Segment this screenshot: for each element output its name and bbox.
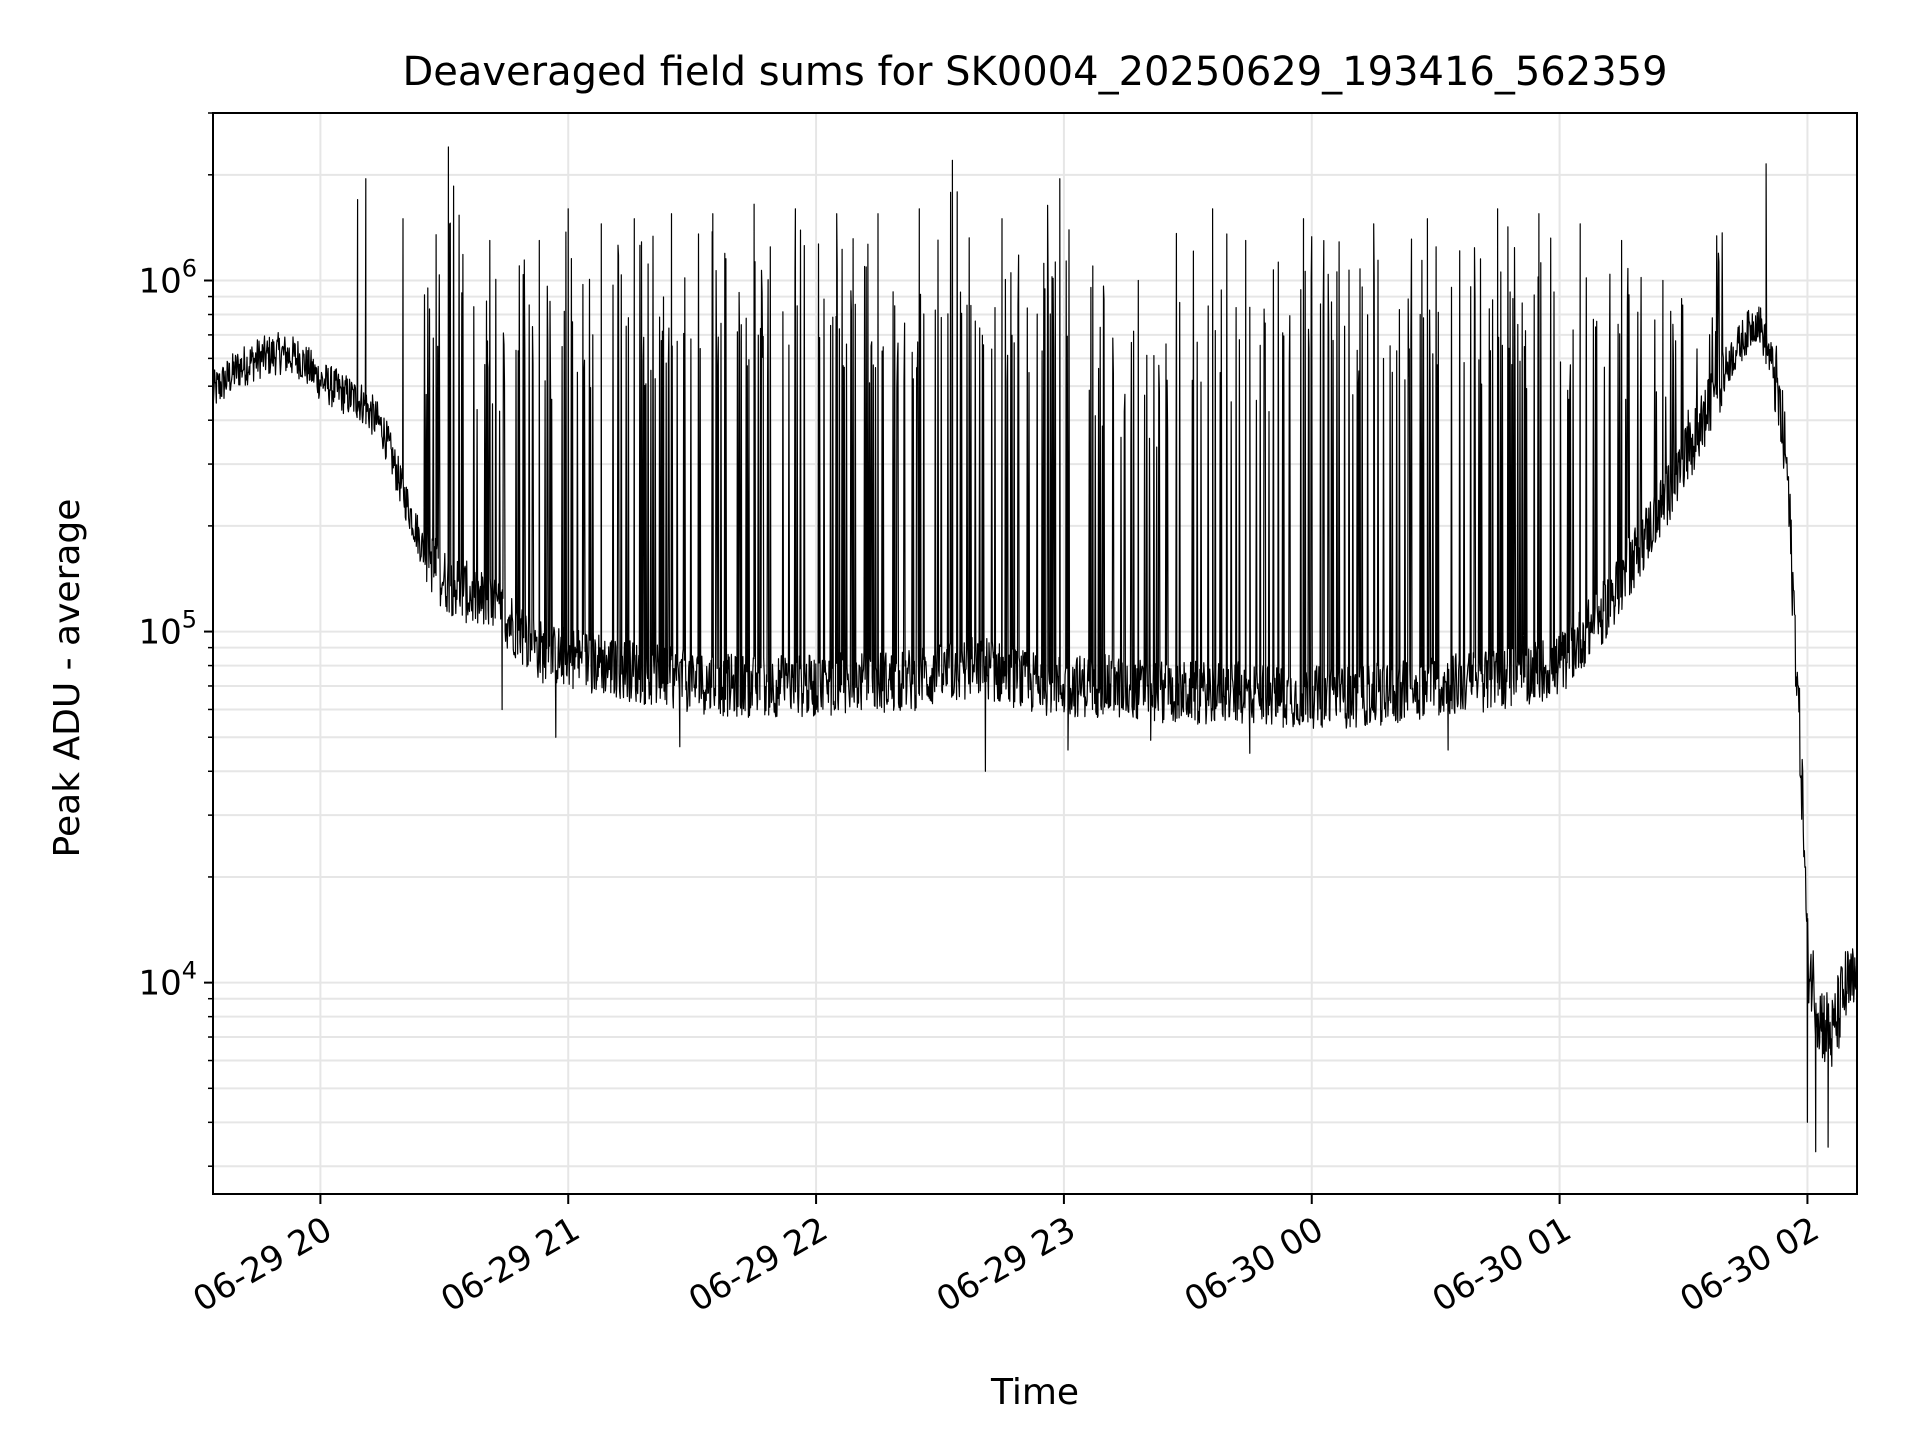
series-layer xyxy=(212,146,1858,1153)
series-line xyxy=(212,146,1858,1153)
y-tick-label: 104 xyxy=(138,957,197,1004)
y-axis-label: Peak ADU - average xyxy=(47,499,88,858)
plot-frame xyxy=(212,112,1858,1195)
y-tick-label: 106 xyxy=(138,255,197,302)
chart-title: Deaveraged field sums for SK0004_2025062… xyxy=(402,49,1667,95)
y-tick-label: 105 xyxy=(138,606,197,653)
x-axis-label: Time xyxy=(990,1372,1079,1413)
